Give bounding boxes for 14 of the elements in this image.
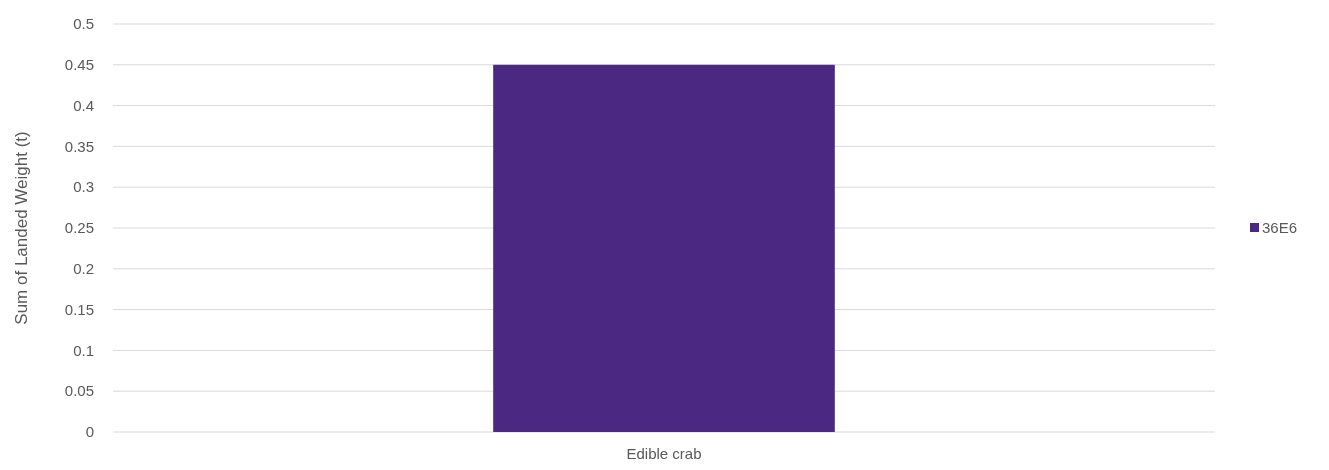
y-tick-label: 0.35: [64, 137, 94, 155]
y-tick-label: 0.15: [64, 300, 94, 318]
y-tick-label: 0.2: [73, 260, 94, 278]
y-tick-label: 0.25: [64, 219, 94, 237]
x-tick-label: Edible crab: [626, 445, 702, 462]
y-tick-label: 0.5: [73, 15, 94, 33]
y-tick-label: 0.3: [73, 178, 94, 196]
y-tick-label: 0: [85, 423, 94, 441]
y-tick-label: 0.05: [64, 382, 94, 400]
y-tick-label: 0.4: [73, 96, 94, 114]
legend-label: 36E6: [1262, 219, 1298, 237]
y-tick-label: 0.45: [64, 56, 94, 74]
y-tick-label: 0.1: [73, 341, 94, 359]
y-axis-title: Sum of Landed Weight (t): [12, 131, 31, 325]
